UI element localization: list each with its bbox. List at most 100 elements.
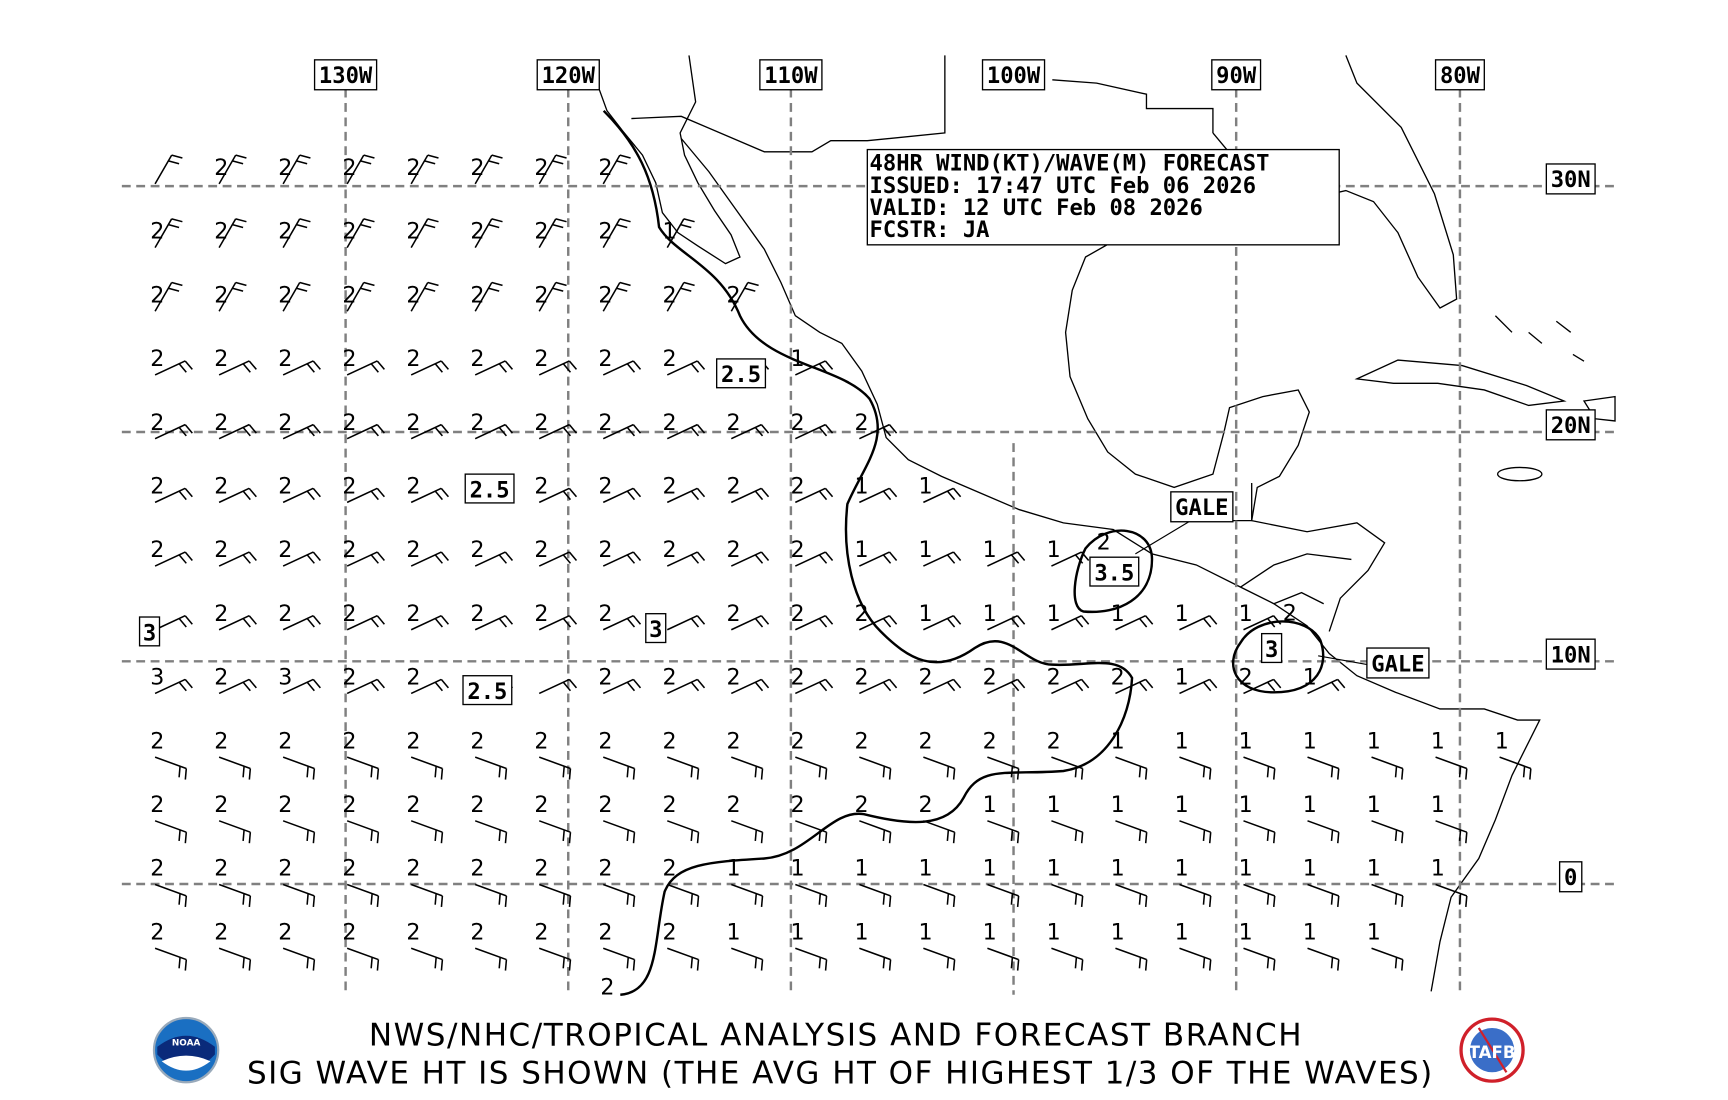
- wave-value: 2: [470, 728, 484, 754]
- wave-value: 2: [662, 474, 676, 500]
- wind-barb: [730, 281, 759, 312]
- wave-value: 2: [342, 155, 356, 181]
- wave-value: 3: [150, 665, 164, 691]
- wave-value: 2: [342, 792, 356, 818]
- wind-barb: [346, 678, 385, 695]
- wave-value: 1: [1367, 919, 1381, 945]
- cuba: [1354, 359, 1567, 407]
- wind-barb: [666, 551, 706, 567]
- issued-time: ISSUED: 17:47 UTC Feb 06 2026: [870, 173, 1257, 199]
- wave-value: 1: [1239, 601, 1253, 627]
- wave-value: 2: [150, 346, 164, 372]
- wind-barb: [987, 615, 1026, 631]
- wind-barb: [1179, 820, 1212, 844]
- wind-barb: [154, 947, 188, 971]
- contour-3.5m: [1073, 529, 1154, 614]
- wind-barb: [795, 947, 828, 971]
- wave-value: 1: [662, 219, 676, 245]
- wind-barb: [282, 947, 316, 971]
- florida: [1268, 55, 1458, 309]
- wind-barb: [1115, 947, 1148, 971]
- wave-value: 2: [726, 537, 740, 563]
- tafb-logo: TAFB: [1459, 1017, 1525, 1083]
- wave-value: 2: [470, 792, 484, 818]
- wave-value: 2: [534, 219, 548, 245]
- wave-value: 2: [598, 474, 612, 500]
- wind-barb: [538, 551, 578, 567]
- wave-value: 2: [662, 282, 676, 308]
- wave-value: 2: [278, 792, 292, 818]
- wind-barb: [730, 487, 770, 504]
- wind-barb: [538, 360, 578, 376]
- wind-barb: [538, 883, 572, 907]
- wind-barb: [1051, 820, 1084, 844]
- wave-value: 2: [470, 601, 484, 627]
- wave-value: 2: [406, 537, 420, 563]
- wave-value: 2: [214, 792, 228, 818]
- wave-value: 2: [214, 155, 228, 181]
- wind-barb: [410, 820, 444, 844]
- wind-barb: [1307, 820, 1340, 844]
- wave-value: 2: [406, 219, 420, 245]
- wind-barb: [667, 947, 700, 971]
- wave-value: 2: [1111, 665, 1125, 691]
- wind-barb: [602, 947, 636, 971]
- wind-barb: [923, 615, 962, 631]
- wind-barb: [410, 756, 444, 780]
- wave-value: 2: [598, 856, 612, 882]
- wind-barb: [346, 423, 385, 440]
- wave-value: 2: [790, 537, 804, 563]
- wave-value: 2: [790, 792, 804, 818]
- wind-barb: [282, 678, 321, 695]
- wave-value: 1: [1175, 856, 1189, 882]
- wave-value: 2: [598, 728, 612, 754]
- wind-barb: [795, 756, 828, 780]
- wind-barb: [410, 551, 450, 567]
- wave-value: 2: [470, 219, 484, 245]
- wave-value: 1: [1175, 728, 1189, 754]
- wind-barb: [282, 551, 321, 567]
- wave-value: 2: [342, 665, 356, 691]
- wind-barb: [1243, 756, 1276, 780]
- wind-barb: [154, 615, 193, 631]
- wind-barb: [218, 883, 252, 907]
- wind-barb: [1307, 678, 1346, 695]
- wave-value: 2: [534, 282, 548, 308]
- wind-barb: [859, 678, 898, 695]
- wind-barb: [474, 615, 514, 631]
- wave-value: 2: [470, 282, 484, 308]
- wave-value: 1: [983, 792, 997, 818]
- wave-value: 2: [598, 792, 612, 818]
- wave-value: 2: [726, 728, 740, 754]
- wind-barb: [1051, 615, 1090, 631]
- wave-value: 1: [1111, 919, 1125, 945]
- wind-barb: [154, 281, 183, 312]
- wind-barb: [474, 947, 508, 971]
- wind-barb: [474, 883, 508, 907]
- latitude-label: 10N: [1551, 642, 1591, 668]
- wind-barb: [1371, 820, 1404, 844]
- wind-barb: [602, 360, 642, 376]
- wave-value: 2: [534, 601, 548, 627]
- wave-value: 2: [662, 792, 676, 818]
- wave-value: 2: [919, 728, 933, 754]
- wind-barb: [602, 820, 636, 844]
- wave-value: 2: [278, 346, 292, 372]
- wind-barb: [218, 947, 252, 971]
- wave-value: 2: [855, 665, 869, 691]
- wind-barb: [282, 615, 321, 631]
- wind-barb: [474, 820, 508, 844]
- wave-value: 2: [598, 601, 612, 627]
- wave-value: 1: [1239, 728, 1253, 754]
- wave-value: 2: [790, 601, 804, 627]
- wave-value: 2: [278, 282, 292, 308]
- wind-barb: [538, 423, 578, 440]
- wave-value: 1: [1367, 856, 1381, 882]
- wave-value: 1: [1047, 919, 1061, 945]
- wave-value: 1: [855, 919, 869, 945]
- wind-barb: [602, 883, 636, 907]
- wind-barb: [794, 551, 834, 567]
- wind-barb: [987, 883, 1020, 907]
- wind-barb: [1115, 615, 1154, 631]
- wave-value: 2: [214, 537, 228, 563]
